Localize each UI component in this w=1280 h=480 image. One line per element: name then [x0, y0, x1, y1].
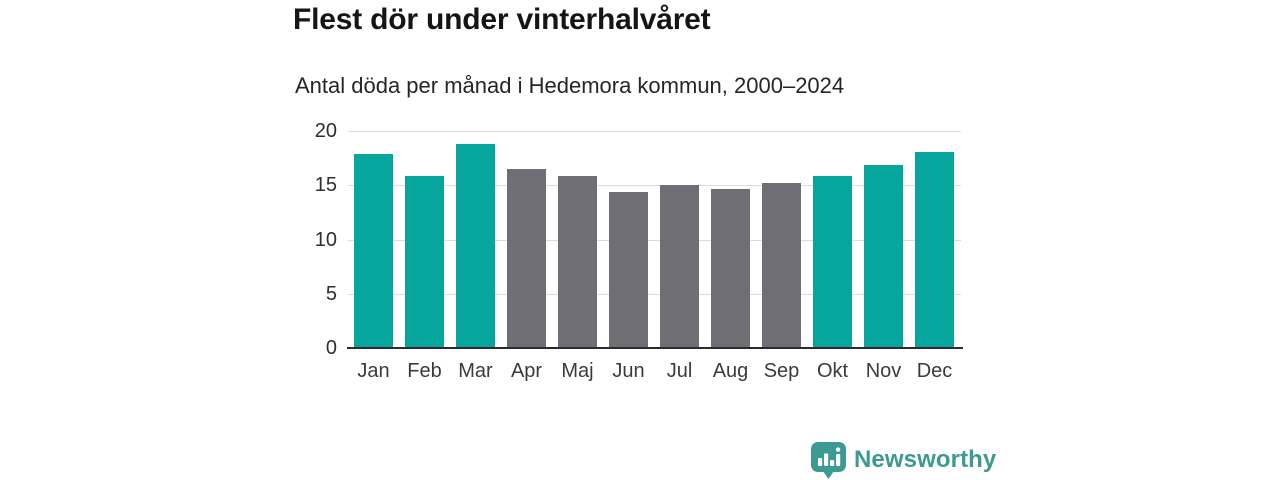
- y-tick-label-15: 15: [314, 174, 337, 197]
- bar-maj: [558, 175, 597, 348]
- bar-apr: [507, 168, 546, 348]
- bar-slot-jul: [654, 131, 705, 348]
- y-tick-label-0: 0: [325, 337, 337, 359]
- bar-slot-apr: [501, 131, 552, 348]
- bar-slot-aug: [705, 131, 756, 348]
- x-tick-label-dec: Dec: [916, 360, 953, 382]
- y-tick-label-10: 10: [314, 228, 337, 251]
- x-tick-label-nov: Nov: [865, 360, 902, 382]
- bar-slot-jun: [603, 131, 654, 348]
- bar-dec: [915, 151, 954, 348]
- bar-feb: [405, 175, 444, 348]
- gridline-5: [348, 293, 961, 295]
- bar-aug: [711, 188, 750, 348]
- bar-sep: [762, 183, 801, 348]
- bar-okt: [813, 175, 852, 348]
- x-tick-label-mar: Mar: [458, 360, 493, 382]
- bar-jan: [354, 153, 393, 348]
- newsworthy-logo: Newsworthy: [810, 441, 996, 479]
- bar-slot-okt: [807, 131, 858, 348]
- bar-mar: [456, 144, 495, 348]
- plot-area: [347, 131, 963, 349]
- bar-series: [348, 131, 960, 348]
- bar-slot-sep: [756, 131, 807, 348]
- newsworthy-logo-icon: [811, 442, 846, 479]
- bar-nov: [864, 164, 903, 348]
- x-tick-label-aug: Aug: [712, 360, 749, 382]
- bar-slot-maj: [552, 131, 603, 348]
- x-tick-label-apr: Apr: [510, 360, 543, 382]
- bar-slot-mar: [450, 131, 501, 348]
- y-axis: 0 5 10 15 20: [293, 121, 343, 358]
- bar-jul: [660, 185, 699, 348]
- gridline-10: [348, 239, 961, 241]
- newsworthy-logo-text: Newsworthy: [854, 446, 997, 473]
- bar-slot-nov: [858, 131, 909, 348]
- x-tick-label-maj: Maj: [561, 360, 594, 382]
- bar-slot-dec: [909, 131, 960, 348]
- y-tick-label-20: 20: [314, 120, 337, 142]
- x-axis-line: [347, 347, 963, 349]
- x-tick-label-sep: Sep: [763, 360, 800, 382]
- x-axis: Jan Feb Mar Apr Maj Jun Jul Aug Sep Okt Nov Dec: [348, 359, 960, 383]
- x-tick-label-jul: Jul: [666, 360, 693, 382]
- gridline-20: [348, 131, 961, 132]
- bar-slot-jan: [348, 131, 399, 348]
- x-tick-label-jan: Jan: [357, 360, 390, 382]
- x-tick-label-okt: Okt: [816, 360, 849, 382]
- chart-subtitle: Antal döda per månad i Hedemora kommun, …: [295, 73, 845, 98]
- bar-jun: [609, 191, 648, 348]
- x-tick-label-jun: Jun: [612, 360, 645, 382]
- x-tick-label-feb: Feb: [407, 360, 442, 382]
- chart-title: Flest dör under vinterhalvåret: [293, 3, 711, 36]
- gridline-15: [348, 185, 961, 187]
- y-tick-label-5: 5: [325, 282, 337, 305]
- bar-slot-feb: [399, 131, 450, 348]
